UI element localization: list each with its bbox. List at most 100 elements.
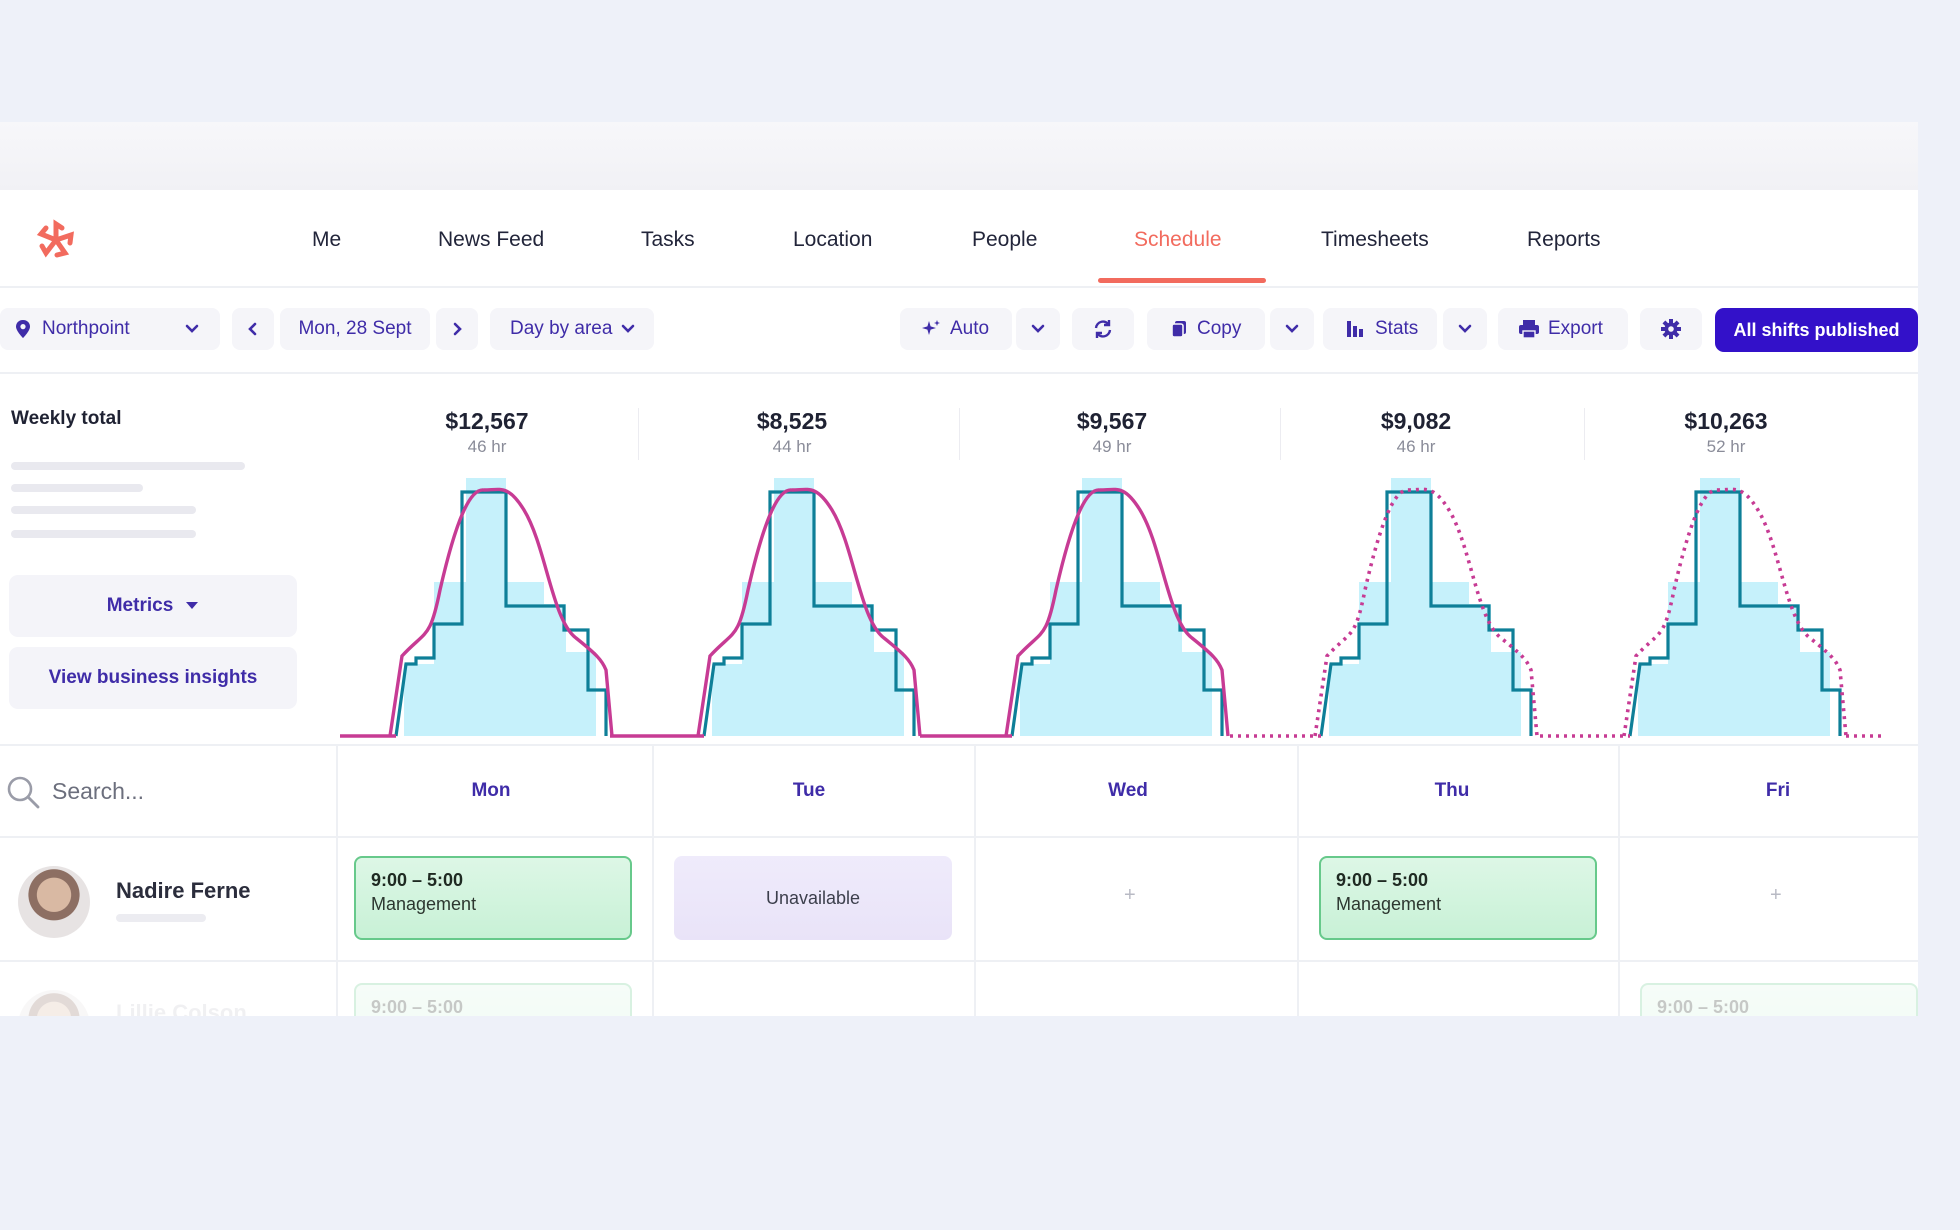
- forecast-demand-line: [1313, 487, 1539, 737]
- prev-date-button[interactable]: [232, 308, 274, 350]
- active-tab-indicator: [1098, 278, 1266, 283]
- employee-subtitle-placeholder: [116, 914, 206, 922]
- refresh-button[interactable]: [1072, 308, 1134, 350]
- all-shifts-published-button[interactable]: All shifts published: [1715, 308, 1918, 352]
- location-select[interactable]: Northpoint: [0, 308, 220, 350]
- scheduled-staff-line: [1319, 490, 1533, 737]
- nav-people[interactable]: People: [972, 228, 1038, 251]
- shift-time: 9:00 – 5:00: [1657, 997, 1750, 1016]
- day-total-hours: 46 hr: [467, 437, 507, 456]
- column-divider: [959, 408, 960, 460]
- chevron-right-icon: [453, 322, 462, 336]
- weekly-total-label: Weekly total: [11, 408, 122, 429]
- day-header-thu[interactable]: Thu: [1434, 780, 1470, 801]
- nav-news-feed[interactable]: News Feed: [438, 228, 545, 251]
- day-header-fri[interactable]: Fri: [1765, 780, 1791, 801]
- search-input[interactable]: [50, 772, 324, 810]
- app-logo-icon[interactable]: [34, 218, 78, 262]
- day-total-amount: $9,082: [1380, 408, 1452, 434]
- shift-card-thu[interactable]: 9:00 – 5:00 Management: [1319, 856, 1597, 940]
- nav-location[interactable]: Location: [793, 228, 873, 251]
- forecast-demand-line: [388, 487, 614, 737]
- export-button[interactable]: Export: [1498, 308, 1628, 350]
- chevron-down-icon: [1285, 324, 1299, 333]
- next-date-button[interactable]: [436, 308, 478, 350]
- view-business-insights-button[interactable]: View business insights: [9, 647, 297, 709]
- employee-name[interactable]: Nadire Ferne: [116, 878, 251, 903]
- weekly-total-placeholder: [11, 484, 143, 492]
- add-shift-button-wed[interactable]: +: [1124, 884, 1136, 906]
- nav-schedule[interactable]: Schedule: [1134, 228, 1222, 251]
- coverage-area: [704, 478, 914, 736]
- view-mode-label: Day by area: [510, 318, 613, 339]
- metrics-button[interactable]: Metrics: [9, 575, 297, 637]
- nav-reports[interactable]: Reports: [1527, 228, 1601, 251]
- caret-down-icon: [186, 602, 199, 609]
- day-total-amount: $10,263: [1684, 408, 1768, 434]
- bar-chart-icon: [1347, 321, 1363, 337]
- day-total-mon: $12,567 46 hr: [387, 408, 587, 457]
- day-total-hours: 52 hr: [1706, 437, 1746, 456]
- window-topbar: [0, 122, 1918, 190]
- day-total-hours: 44 hr: [772, 437, 812, 456]
- refresh-icon: [1094, 320, 1112, 338]
- column-divider: [1584, 408, 1585, 460]
- shift-time: 9:00 – 5:00: [1336, 870, 1429, 890]
- add-shift-button-fri[interactable]: +: [1770, 884, 1782, 906]
- gear-icon: [1661, 319, 1681, 339]
- nav-timesheets[interactable]: Timesheets: [1321, 228, 1429, 251]
- avatar[interactable]: [18, 990, 90, 1016]
- view-mode-select[interactable]: Day by area: [490, 308, 654, 350]
- location-label: Northpoint: [42, 318, 130, 339]
- date-label: Mon, 28 Sept: [298, 318, 412, 339]
- grid-divider: [0, 744, 1918, 746]
- chevron-down-icon: [1031, 324, 1045, 333]
- shift-role: Management: [1336, 894, 1442, 914]
- schedule-toolbar: Northpoint Mon, 28 Sept Day by area: [0, 288, 1918, 374]
- auto-dropdown-button[interactable]: [1016, 308, 1060, 350]
- chevron-left-icon: [248, 322, 257, 336]
- shift-card-fri[interactable]: 9:00 – 5:00: [1640, 983, 1918, 1016]
- column-divider: [638, 408, 639, 460]
- day-total-amount: $12,567: [445, 408, 529, 434]
- printer-icon: [1519, 320, 1539, 339]
- day-header-mon[interactable]: Mon: [471, 780, 511, 801]
- coverage-area: [1630, 478, 1840, 736]
- forecast-demand-line: [1622, 487, 1848, 737]
- grid-divider: [0, 836, 1918, 838]
- shift-card-mon[interactable]: 9:00 – 5:00 Management: [354, 856, 632, 940]
- copy-button[interactable]: Copy: [1147, 308, 1265, 350]
- grid-column-line: [1618, 746, 1620, 1016]
- app-window: Me News Feed Tasks Location People Sched…: [0, 190, 1918, 1016]
- grid-divider: [0, 960, 1918, 962]
- copy-dropdown-button[interactable]: [1270, 308, 1314, 350]
- day-total-hours: 49 hr: [1092, 437, 1132, 456]
- grid-column-line: [974, 746, 976, 1016]
- metrics-label: Metrics: [106, 595, 174, 616]
- coverage-area: [396, 478, 606, 736]
- chevron-down-icon: [1458, 324, 1472, 333]
- shift-time: 9:00 – 5:00: [371, 870, 464, 890]
- auto-button[interactable]: Auto: [900, 308, 1012, 350]
- weekly-total-placeholder: [11, 530, 196, 538]
- chevron-down-icon: [185, 324, 199, 333]
- nav-tasks[interactable]: Tasks: [641, 228, 695, 251]
- sparkle-icon: [922, 320, 940, 335]
- employee-name[interactable]: Lillie Colson: [116, 1000, 247, 1016]
- weekly-total-placeholder: [11, 462, 245, 470]
- nav-me[interactable]: Me: [312, 228, 342, 251]
- date-picker-button[interactable]: Mon, 28 Sept: [280, 308, 430, 350]
- avatar[interactable]: [18, 866, 90, 938]
- unavailable-card-tue[interactable]: Unavailable: [674, 856, 952, 940]
- shift-role: Management: [371, 894, 477, 914]
- day-header-wed[interactable]: Wed: [1108, 780, 1148, 801]
- grid-column-line: [336, 746, 338, 1016]
- export-label: Export: [1548, 318, 1603, 339]
- scheduled-staff-line: [702, 490, 916, 737]
- shift-card-mon[interactable]: 9:00 – 5:00: [354, 983, 632, 1016]
- scheduled-staff-line: [1628, 490, 1842, 737]
- stats-dropdown-button[interactable]: [1443, 308, 1487, 350]
- stats-button[interactable]: Stats: [1323, 308, 1437, 350]
- settings-button[interactable]: [1640, 308, 1702, 350]
- day-header-tue[interactable]: Tue: [792, 780, 826, 801]
